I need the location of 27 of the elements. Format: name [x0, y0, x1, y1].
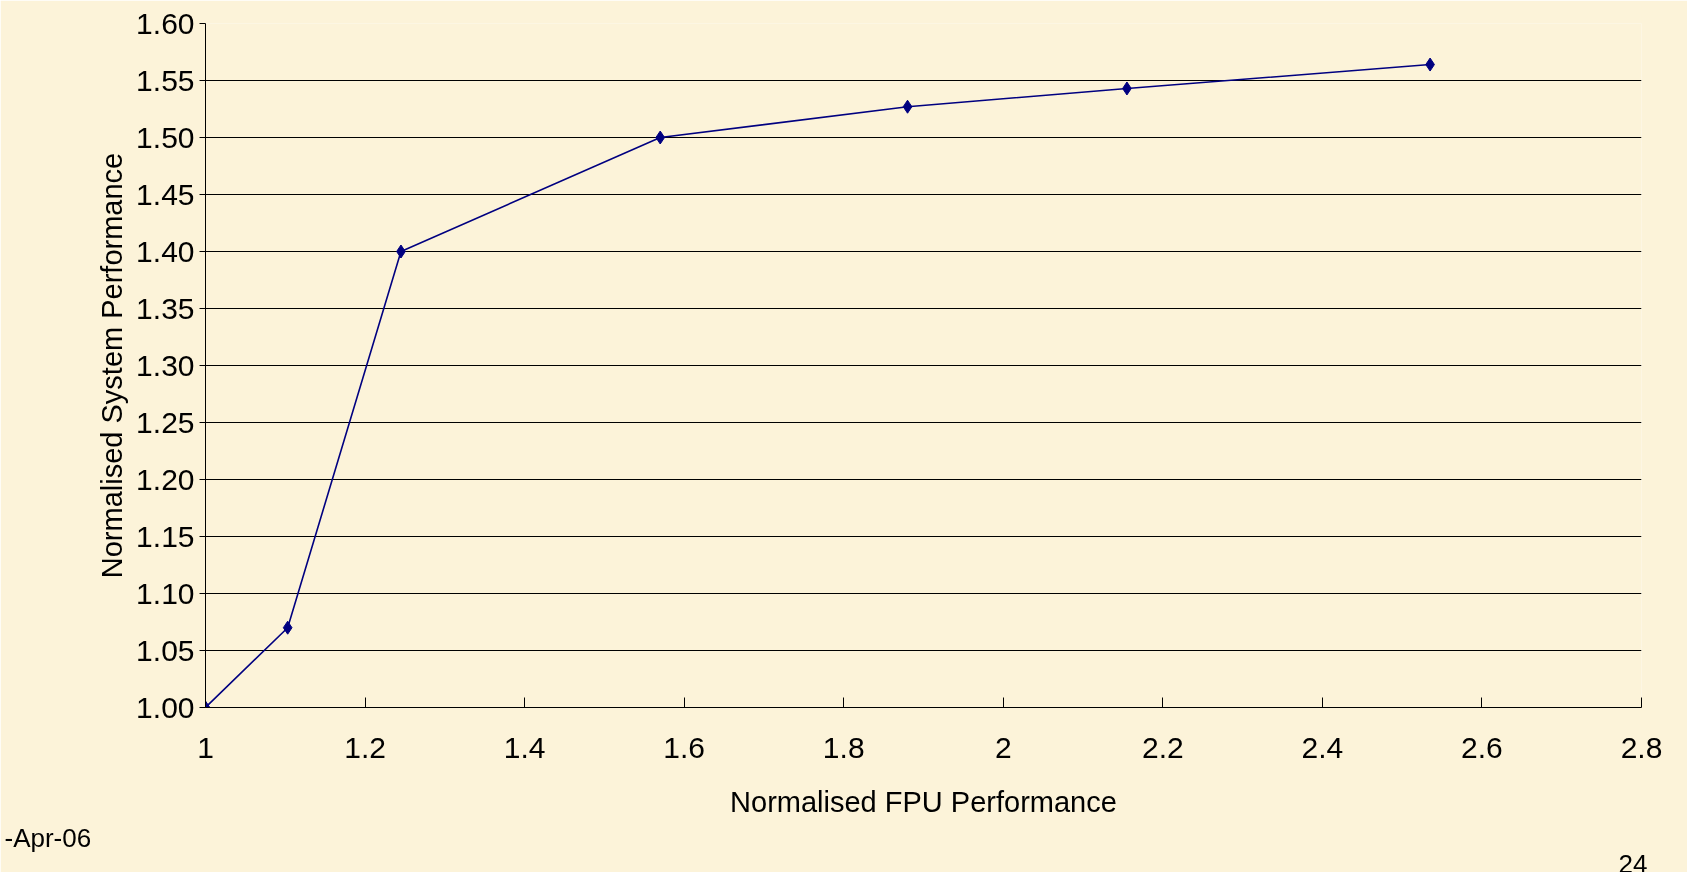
y-tick-label: 1.60 — [136, 6, 195, 40]
text: -Apr-06 — [4, 822, 92, 853]
x-tick-label: 1.4 — [503, 730, 546, 764]
x-axis-title: Normalised FPU Performance — [730, 785, 1117, 818]
y-tick-label: 1.40 — [136, 234, 195, 268]
x-tick-label: 1.2 — [344, 730, 386, 764]
x-tick-label: 2.6 — [1461, 730, 1503, 764]
y-tick-label: 1.10 — [136, 576, 195, 610]
x-tick-label: 2.8 — [1620, 730, 1663, 764]
y-tick-label: 1.05 — [136, 633, 195, 667]
y-tick-label: 1.15 — [136, 519, 195, 553]
x-tick-label: 2.4 — [1301, 730, 1344, 764]
y-tick-label: 1.30 — [136, 348, 195, 382]
x-tick-label: 2 — [994, 730, 1012, 764]
x-tick-label: 1 — [197, 730, 214, 764]
x-tick-label: 2.2 — [1141, 730, 1184, 764]
x-tick-label: 1.6 — [663, 730, 706, 764]
x-tick-label: 1.8 — [822, 730, 865, 764]
y-axis-title: Normalised System Performance — [96, 152, 129, 579]
y-tick-label: 1.55 — [136, 63, 195, 97]
y-tick-label: 1.45 — [136, 177, 195, 211]
text: 24 — [1618, 848, 1648, 872]
y-tick-label: 1.20 — [136, 462, 195, 496]
y-tick-label: 1.50 — [136, 120, 195, 154]
y-tick-label: 1.00 — [136, 690, 195, 724]
y-tick-label: 1.25 — [136, 405, 195, 439]
y-tick-label: 1.35 — [136, 291, 195, 325]
